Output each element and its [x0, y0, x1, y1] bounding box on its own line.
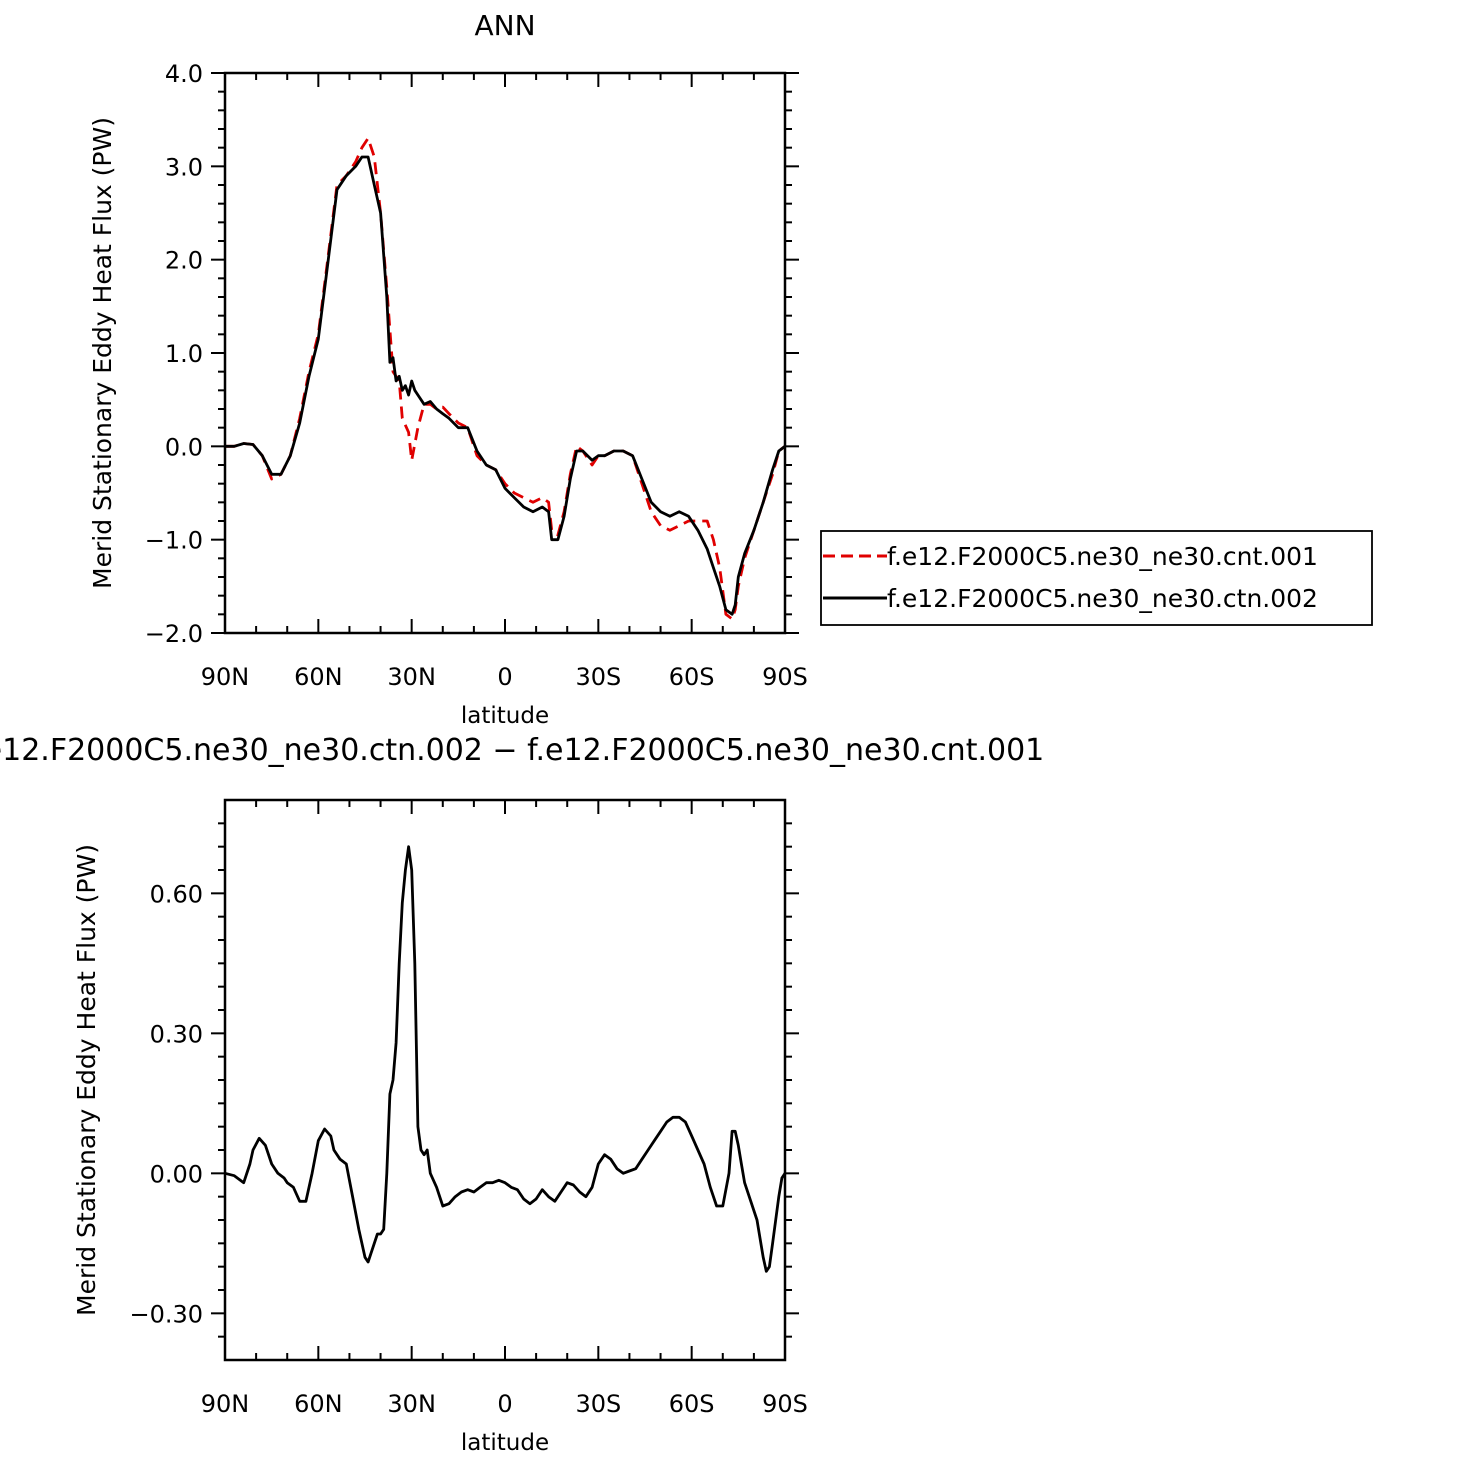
top-plot-frame — [223, 71, 787, 635]
bot-x-tick-label: 90S — [762, 1390, 808, 1418]
top-y-tick-label: 3.0 — [165, 153, 203, 181]
bottom-plot-frame — [223, 798, 787, 1362]
top-chart: ANN 4.0 3.0 2.0 1.0 0.0 −1.0 −2.0 90N 60N 30N 0 30… — [88, 9, 808, 729]
bot-y-tick-label: 0.00 — [150, 1160, 203, 1188]
top-y-tick-label: −1.0 — [145, 527, 203, 555]
top-y-tick-label: 2.0 — [165, 247, 203, 275]
bottom-chart-ylabel: Merid Stationary Eddy Heat Flux (PW) — [72, 844, 101, 1316]
top-y-tick-label: 1.0 — [165, 340, 203, 368]
bot-x-tick-label: 90N — [201, 1390, 250, 1418]
top-y-tick-labels: 4.0 3.0 2.0 1.0 0.0 −1.0 −2.0 — [145, 60, 203, 648]
top-x-tick-label: 0 — [497, 663, 512, 691]
top-series-line-0 — [225, 136, 786, 621]
top-chart-ticks — [211, 72, 799, 634]
bottom-y-tick-labels: 0.60 0.30 0.00 −0.30 — [129, 880, 203, 1328]
bottom-chart-ticks — [211, 800, 799, 1360]
top-chart-title: ANN — [474, 9, 535, 42]
top-x-tick-label: 90S — [762, 663, 808, 691]
bot-series-line-0 — [224, 845, 787, 1273]
top-chart-legend: f.e12.F2000C5.ne30_ne30.cnt.001 f.e12.F2… — [820, 530, 1373, 626]
bot-x-tick-label: 60N — [294, 1390, 343, 1418]
legend-label-cnt001: f.e12.F2000C5.ne30_ne30.cnt.001 — [887, 542, 1318, 571]
bot-x-tick-label: 30S — [575, 1390, 621, 1418]
top-x-tick-labels: 90N 60N 30N 0 30S 60S 90S — [201, 663, 808, 691]
bottom-chart-xlabel: latitude — [461, 1430, 549, 1456]
bot-y-tick-label: −0.30 — [129, 1300, 203, 1328]
top-chart-ylabel: Merid Stationary Eddy Heat Flux (PW) — [88, 117, 117, 589]
top-y-tick-label: 4.0 — [165, 60, 203, 88]
bot-y-tick-label: 0.30 — [150, 1020, 203, 1048]
top-y-tick-label: −2.0 — [145, 620, 203, 648]
top-x-tick-label: 60N — [294, 663, 343, 691]
bot-y-tick-label: 0.60 — [150, 880, 203, 908]
bottom-x-tick-labels: 90N 60N 30N 0 30S 60S 90S — [201, 1390, 808, 1418]
top-chart-xlabel: latitude — [461, 703, 549, 729]
bottom-chart: f.e12.F2000C5.ne30_ne30.ctn.002 − f.e12.… — [0, 733, 1044, 1456]
bot-x-tick-label: 0 — [497, 1390, 512, 1418]
top-series-line-1 — [225, 155, 786, 616]
bottom-chart-series — [224, 845, 787, 1273]
top-y-tick-label: 0.0 — [165, 433, 203, 461]
top-x-tick-label: 30N — [387, 663, 436, 691]
legend-box — [820, 530, 1373, 626]
top-x-tick-label: 30S — [575, 663, 621, 691]
bottom-chart-title: f.e12.F2000C5.ne30_ne30.ctn.002 − f.e12.… — [0, 733, 1044, 768]
bot-x-tick-label: 60S — [669, 1390, 715, 1418]
top-chart-series — [225, 136, 786, 621]
legend-label-ctn002: f.e12.F2000C5.ne30_ne30.ctn.002 — [887, 584, 1318, 613]
top-x-tick-label: 60S — [669, 663, 715, 691]
top-x-tick-label: 90N — [201, 663, 250, 691]
bot-x-tick-label: 30N — [387, 1390, 436, 1418]
